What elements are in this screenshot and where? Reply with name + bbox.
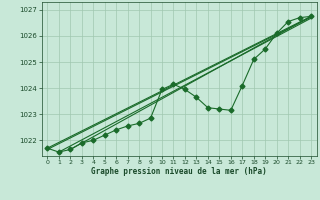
X-axis label: Graphe pression niveau de la mer (hPa): Graphe pression niveau de la mer (hPa) <box>91 167 267 176</box>
